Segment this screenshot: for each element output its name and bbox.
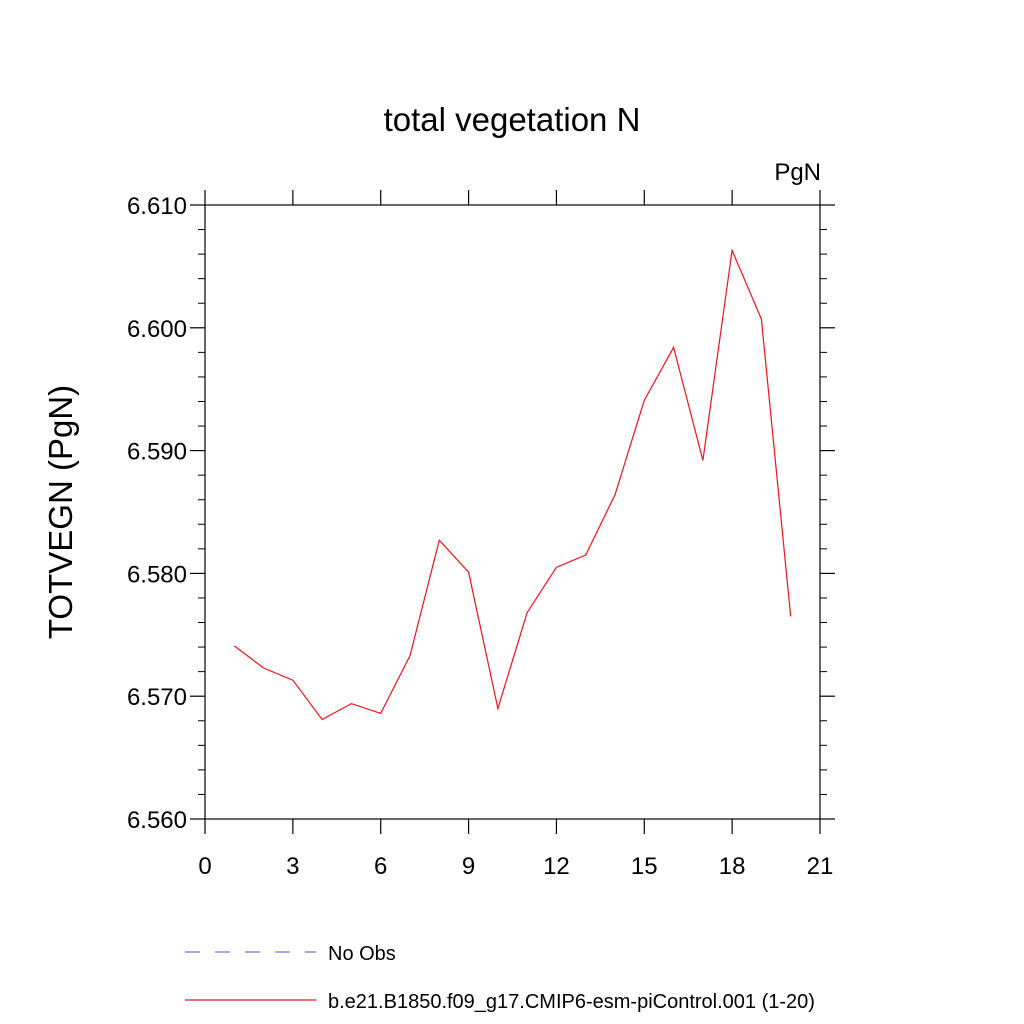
legend-label-model: b.e21.B1850.f09_g17.CMIP6-esm-piControl.… [328, 991, 815, 1013]
x-tick-label: 3 [286, 853, 299, 880]
y-tick-label: 6.580 [127, 561, 187, 588]
x-tick-label: 6 [374, 853, 387, 880]
plot-border [204, 204, 821, 820]
x-axis-ticks: 0 3 6 9 12 15 18 21 [198, 190, 833, 880]
x-tick-label: 15 [631, 853, 658, 880]
y-tick-label: 6.600 [127, 316, 187, 343]
units-label: PgN [774, 159, 821, 186]
y-tick-label: 6.560 [127, 807, 187, 834]
y-tick-label: 6.610 [127, 193, 187, 220]
x-tick-label: 21 [807, 853, 834, 880]
x-tick-label: 12 [543, 853, 570, 880]
x-tick-label: 18 [719, 853, 746, 880]
series-line [233, 248, 792, 721]
legend-label-no-obs: No Obs [328, 943, 396, 965]
data-series [233, 248, 792, 721]
y-tick-label: 6.590 [127, 439, 187, 466]
y-axis-ticks: 6.560 6.570 6.580 6.590 6.600 6.610 [127, 193, 835, 834]
legend: No Obs b.e21.B1850.f09_g17.CMIP6-esm-piC… [185, 943, 815, 1013]
y-tick-label: 6.570 [127, 684, 187, 711]
y-axis-label: TOTVEGN (PgN) [42, 385, 79, 639]
axes-frame [204, 204, 821, 820]
x-tick-label: 9 [462, 853, 475, 880]
chart-title: total vegetation N [384, 101, 641, 138]
x-tick-label: 0 [198, 853, 211, 880]
